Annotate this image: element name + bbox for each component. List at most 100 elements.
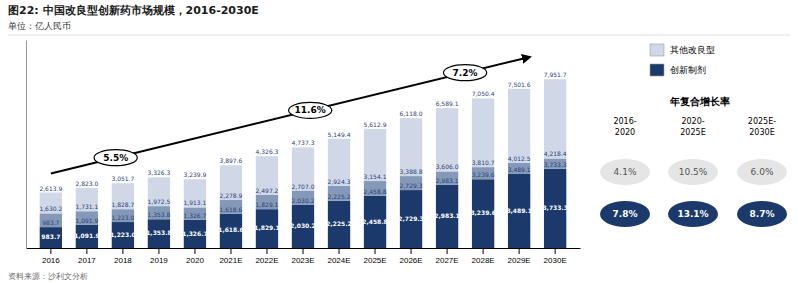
data-label: 3,326.3 [147, 169, 170, 176]
data-label: 1,731.1 [75, 203, 98, 210]
bar [256, 156, 278, 195]
x-tick: 2022E [255, 248, 278, 265]
x-tick-mark [158, 248, 159, 254]
x-tick-mark [375, 248, 376, 254]
x-tick: 2026E [399, 248, 422, 265]
x-tick-label: 2028E [472, 256, 495, 265]
cagr-oval [600, 159, 650, 185]
cagr-panel: 年复合增长率2016-20202020-2025E2025E-2030E4.1%… [600, 96, 787, 227]
data-label: 1,630.2 [39, 205, 62, 212]
x-tick: 2029E [508, 248, 531, 265]
bar [148, 206, 170, 219]
x-tick: 2020 [186, 248, 204, 265]
data-label: 7,501.6 [508, 81, 531, 88]
data-label: 5,149.4 [328, 131, 351, 138]
data-label-inside: 2,458.8 [362, 218, 387, 225]
cagr-value: 7.8% [613, 209, 638, 219]
x-tick: 2018 [114, 248, 132, 265]
data-labels: 983.7983.71,091.91,091.91,223.01,223.01,… [39, 71, 567, 240]
x-tick-label: 2017 [78, 256, 96, 265]
data-label: 2,924.3 [328, 178, 351, 185]
data-label: 2,497.2 [256, 187, 279, 194]
x-tick-mark [122, 248, 123, 254]
data-label: 1,223.0 [111, 214, 134, 221]
legend: 其他改良型创新制剂 [650, 44, 715, 76]
x-tick: 2030E [544, 248, 567, 265]
x-tick-label: 2020 [186, 256, 204, 265]
data-label-inside: 983.7 [41, 233, 60, 240]
data-label: 1,091.9 [75, 217, 98, 224]
bar [292, 147, 314, 190]
x-tick: 2023E [291, 248, 314, 265]
data-label: 4,326.3 [256, 148, 279, 155]
data-label: 3,239.6 [472, 171, 495, 178]
data-label: 3,239.9 [183, 171, 206, 178]
x-tick: 2017 [78, 248, 96, 265]
x-tick: 2016 [42, 248, 60, 265]
x-tick-label: 2029E [508, 256, 531, 265]
cagr-value: 13.1% [677, 209, 708, 219]
x-tick-label: 2018 [114, 256, 132, 265]
bar [292, 191, 314, 205]
bar [112, 209, 134, 222]
bar [364, 129, 386, 181]
legend-label: 其他改良型 [670, 45, 715, 55]
data-label: 1,828.7 [111, 201, 134, 208]
x-tick-label: 2030E [544, 256, 567, 265]
data-label: 3,388.8 [400, 168, 423, 175]
bars [40, 79, 567, 248]
data-label: 2,707.0 [292, 183, 315, 190]
data-label: 1,353.8 [147, 211, 170, 218]
x-tick-label: 2025E [363, 256, 386, 265]
x-tick-mark [483, 248, 484, 254]
x-tick-label: 2026E [399, 256, 422, 265]
legend-label: 创新制剂 [670, 65, 706, 75]
data-label: 3,897.6 [220, 157, 243, 164]
x-tick-mark [555, 248, 556, 254]
data-label: 6,118.0 [400, 110, 423, 117]
data-label: 2,729.3 [400, 182, 423, 189]
bar [508, 163, 530, 174]
data-label: 1,618.6 [220, 206, 243, 213]
data-label: 2,225.2 [328, 193, 351, 200]
data-label: 1,829.1 [256, 201, 279, 208]
cagr-value: 10.5% [679, 167, 708, 177]
x-tick-mark [519, 248, 520, 254]
separator [8, 35, 790, 36]
x-tick-mark [86, 248, 87, 254]
title: 图22: 中国改良型创新药市场规模，2016-2030E [8, 4, 259, 17]
bar [220, 165, 242, 199]
trend-bubble [443, 65, 486, 81]
data-label: 2,823.0 [75, 180, 98, 187]
trend-label: 5.5% [103, 153, 128, 163]
data-label: 4,737.3 [292, 139, 315, 146]
data-label-inside: 2,983.1 [434, 212, 459, 219]
data-label: 2,613.9 [39, 185, 62, 192]
data-label: 4,012.5 [508, 155, 531, 162]
data-label: 1,972.5 [147, 198, 170, 205]
x-tick: 2019 [150, 248, 168, 265]
x-tick-label: 2021E [219, 256, 242, 265]
bar [328, 186, 350, 201]
data-label: 1,326.7 [183, 212, 206, 219]
trend-label: 11.6% [295, 105, 326, 115]
cagr-period: 2025E-2030E [748, 117, 776, 137]
chart: 图22: 中国改良型创新药市场规模，2016-2030E单位：亿人民币资料来源：… [0, 0, 798, 283]
x-tick-mark [303, 248, 304, 254]
cagr-value: 4.1% [614, 167, 637, 177]
bar [40, 213, 62, 227]
y-axis-line [26, 41, 27, 249]
cagr-period: 2016-2020 [613, 117, 636, 137]
bar [112, 183, 134, 209]
data-label: 3,154.1 [364, 173, 387, 180]
bar [544, 79, 566, 158]
subtitle: 单位：亿人民币 [8, 21, 71, 31]
legend-swatch [650, 44, 664, 56]
data-label: 7,951.7 [544, 71, 567, 78]
data-label-inside: 2,225.2 [326, 220, 351, 227]
data-label: 6,589.1 [436, 100, 459, 107]
bar [256, 195, 278, 209]
data-label: 3,051.7 [111, 175, 134, 182]
x-tick-label: 2027E [436, 256, 459, 265]
x-tick: 2021E [219, 248, 242, 265]
